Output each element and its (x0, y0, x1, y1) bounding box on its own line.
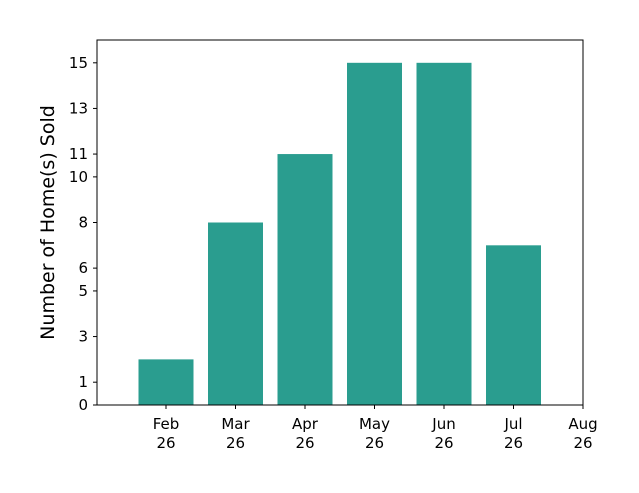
y-tick-label: 15 (69, 54, 88, 72)
x-tick-label: 26 (156, 434, 175, 452)
x-tick-label: Aug (568, 415, 597, 433)
x-tick-label: Apr (292, 415, 319, 433)
x-tick-label: 26 (573, 434, 592, 452)
y-tick-label: 13 (69, 99, 88, 117)
y-tick-label: 10 (69, 168, 88, 186)
x-tick-label: 26 (226, 434, 245, 452)
y-tick-label: 3 (78, 328, 88, 346)
y-axis-label: Number of Home(s) Sold (37, 105, 59, 340)
bar-feb (138, 359, 194, 405)
y-tick-label: 11 (69, 145, 88, 163)
y-tick-label: 8 (78, 214, 88, 232)
x-tick-label: Feb (153, 415, 180, 433)
bar-may (347, 62, 402, 405)
plot-frame (96, 39, 584, 406)
bar-mar (208, 222, 263, 405)
bars-group (138, 62, 541, 405)
x-tick-label: Jul (503, 415, 522, 433)
y-tick-label: 1 (78, 373, 88, 391)
x-tick-label: 26 (295, 434, 314, 452)
x-tick-label: 26 (504, 434, 523, 452)
bar-jul (486, 245, 541, 405)
x-tick-label: May (359, 415, 390, 433)
y-tick-label: 0 (78, 396, 88, 414)
x-tick-label: 26 (365, 434, 384, 452)
bar-apr (277, 154, 333, 405)
y-tick-label: 5 (78, 282, 88, 300)
x-tick-label: 26 (434, 434, 453, 452)
bar-jun (416, 62, 472, 405)
x-tick-label: Mar (221, 415, 250, 433)
x-tick-label: Jun (431, 415, 455, 433)
y-tick-label: 6 (78, 259, 88, 277)
